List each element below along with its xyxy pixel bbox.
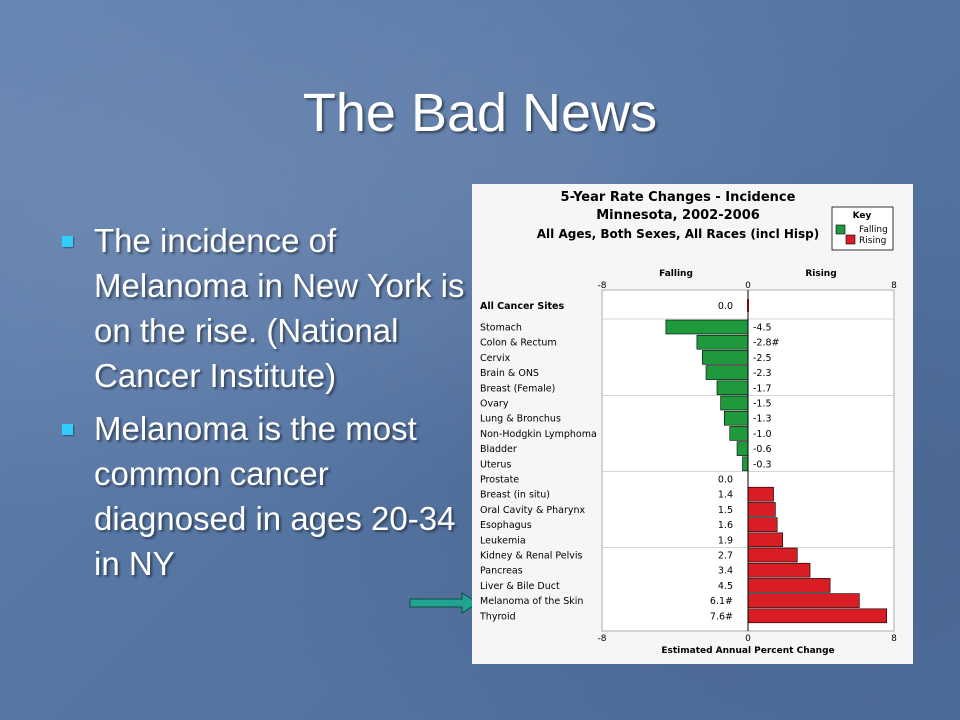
bar bbox=[736, 441, 749, 456]
bar bbox=[747, 547, 798, 563]
category-label: Colon & Rectum bbox=[480, 338, 557, 349]
bar bbox=[720, 395, 749, 411]
bar bbox=[747, 593, 860, 608]
x-tick-label-bottom: 0 bbox=[745, 634, 751, 644]
category-label: Thyroid bbox=[479, 611, 516, 622]
chart-title-line: Minnesota, 2002-2006 bbox=[596, 208, 760, 223]
category-label: Ovary bbox=[480, 399, 509, 410]
category-label: Kidney & Renal Pelvis bbox=[480, 551, 582, 562]
bullet-list: The incidence of Melanoma in New York is… bbox=[58, 218, 468, 594]
x-tick-label-bottom: -8 bbox=[598, 634, 607, 644]
x-tick-label-top: 8 bbox=[891, 281, 897, 291]
slide-title: The Bad News bbox=[302, 83, 658, 143]
category-label: Lung & Bronchus bbox=[480, 414, 561, 425]
value-label: 0.0 bbox=[718, 475, 733, 486]
value-label: 1.5 bbox=[718, 505, 733, 516]
category-label: Uterus bbox=[480, 459, 511, 470]
falling-direction-label: Falling bbox=[659, 269, 693, 279]
chart-key: Key Falling Rising bbox=[831, 206, 894, 251]
bullet-item: The incidence of Melanoma in New York is… bbox=[58, 218, 468, 398]
key-rising-swatch bbox=[845, 234, 856, 245]
value-label: 3.4 bbox=[718, 566, 733, 577]
value-label: -4.5 bbox=[753, 323, 772, 334]
x-axis-label: Estimated Annual Percent Change bbox=[661, 646, 834, 656]
square-bullet-icon bbox=[62, 236, 73, 247]
value-label: -0.3 bbox=[753, 459, 772, 470]
key-falling-label: Falling bbox=[859, 225, 888, 235]
value-label: -2.3 bbox=[753, 368, 772, 379]
bar-layer bbox=[665, 299, 887, 624]
value-label: 1.9 bbox=[718, 535, 733, 546]
bar bbox=[705, 365, 749, 380]
value-label: -2.5 bbox=[753, 353, 772, 364]
bar bbox=[702, 350, 749, 365]
value-label: 4.5 bbox=[718, 581, 733, 592]
x-tick-label-top: 0 bbox=[745, 281, 751, 291]
category-label: Leukemia bbox=[480, 535, 526, 546]
category-label: Stomach bbox=[480, 323, 522, 334]
category-label: Prostate bbox=[480, 475, 519, 486]
bar bbox=[696, 334, 749, 350]
chart-title-line: All Ages, Both Sexes, All Races (incl Hi… bbox=[537, 227, 820, 241]
bar bbox=[665, 319, 749, 335]
category-label: Pancreas bbox=[480, 566, 523, 577]
chart-title-line: 5-Year Rate Changes - Incidence bbox=[561, 190, 796, 205]
arrow-right-icon bbox=[409, 592, 479, 614]
value-label: 6.1# bbox=[710, 596, 733, 607]
bar bbox=[742, 456, 749, 472]
category-label: Cervix bbox=[480, 353, 511, 364]
x-tick-label-top: -8 bbox=[598, 281, 607, 291]
summary-category-label: All Cancer Sites bbox=[480, 301, 564, 312]
category-label: Bladder bbox=[480, 444, 517, 455]
value-label: -2.8# bbox=[753, 338, 780, 349]
square-bullet-icon bbox=[62, 424, 73, 435]
bar bbox=[723, 410, 749, 426]
value-label: 1.6 bbox=[718, 520, 733, 531]
bullet-item: Melanoma is the most common cancer diagn… bbox=[58, 406, 468, 586]
category-label: Oral Cavity & Pharynx bbox=[480, 505, 585, 516]
category-label: Brain & ONS bbox=[480, 368, 539, 379]
value-label: -1.0 bbox=[753, 429, 772, 440]
bar bbox=[747, 532, 783, 548]
bar bbox=[716, 380, 749, 396]
category-label: Non-Hodgkin Lymphoma bbox=[480, 429, 597, 440]
key-rising-label: Rising bbox=[859, 236, 886, 246]
key-falling-swatch bbox=[835, 224, 846, 235]
value-label: -0.6 bbox=[753, 444, 772, 455]
incidence-bar-chart: 5-Year Rate Changes - Incidence Minnesot… bbox=[479, 190, 897, 656]
x-tick-label-bottom: 8 bbox=[891, 634, 897, 644]
value-label: -1.7 bbox=[753, 383, 772, 394]
value-label: -1.3 bbox=[753, 414, 772, 425]
category-label: Melanoma of the Skin bbox=[480, 596, 583, 607]
bar bbox=[747, 517, 778, 532]
category-label: Breast (in situ) bbox=[480, 490, 550, 501]
bar bbox=[747, 578, 831, 593]
arrow-shape bbox=[409, 592, 479, 614]
category-label: Liver & Bile Duct bbox=[480, 581, 560, 592]
summary-value-label: 0.0 bbox=[718, 301, 733, 312]
bullet-text: The incidence of Melanoma in New York is… bbox=[94, 222, 465, 394]
value-label: 2.7 bbox=[718, 551, 733, 562]
value-label: 7.6# bbox=[710, 611, 733, 622]
category-label: Breast (Female) bbox=[480, 383, 555, 394]
key-title: Key bbox=[853, 211, 872, 221]
bar bbox=[729, 426, 749, 441]
bullet-text: Melanoma is the most common cancer diagn… bbox=[94, 410, 456, 582]
value-label: -1.5 bbox=[753, 399, 772, 410]
value-label: 1.4 bbox=[718, 490, 733, 501]
bar bbox=[747, 486, 774, 502]
bar bbox=[747, 562, 811, 578]
chart-panel: 5-Year Rate Changes - Incidence Minnesot… bbox=[472, 184, 913, 664]
bar bbox=[747, 608, 887, 624]
bar bbox=[747, 502, 776, 517]
label-layer: All Cancer Sites 0.0 Stomach -4.5 Colon & Re… bbox=[479, 301, 780, 622]
rising-direction-label: Rising bbox=[805, 269, 836, 279]
category-label: Esophagus bbox=[480, 520, 532, 531]
